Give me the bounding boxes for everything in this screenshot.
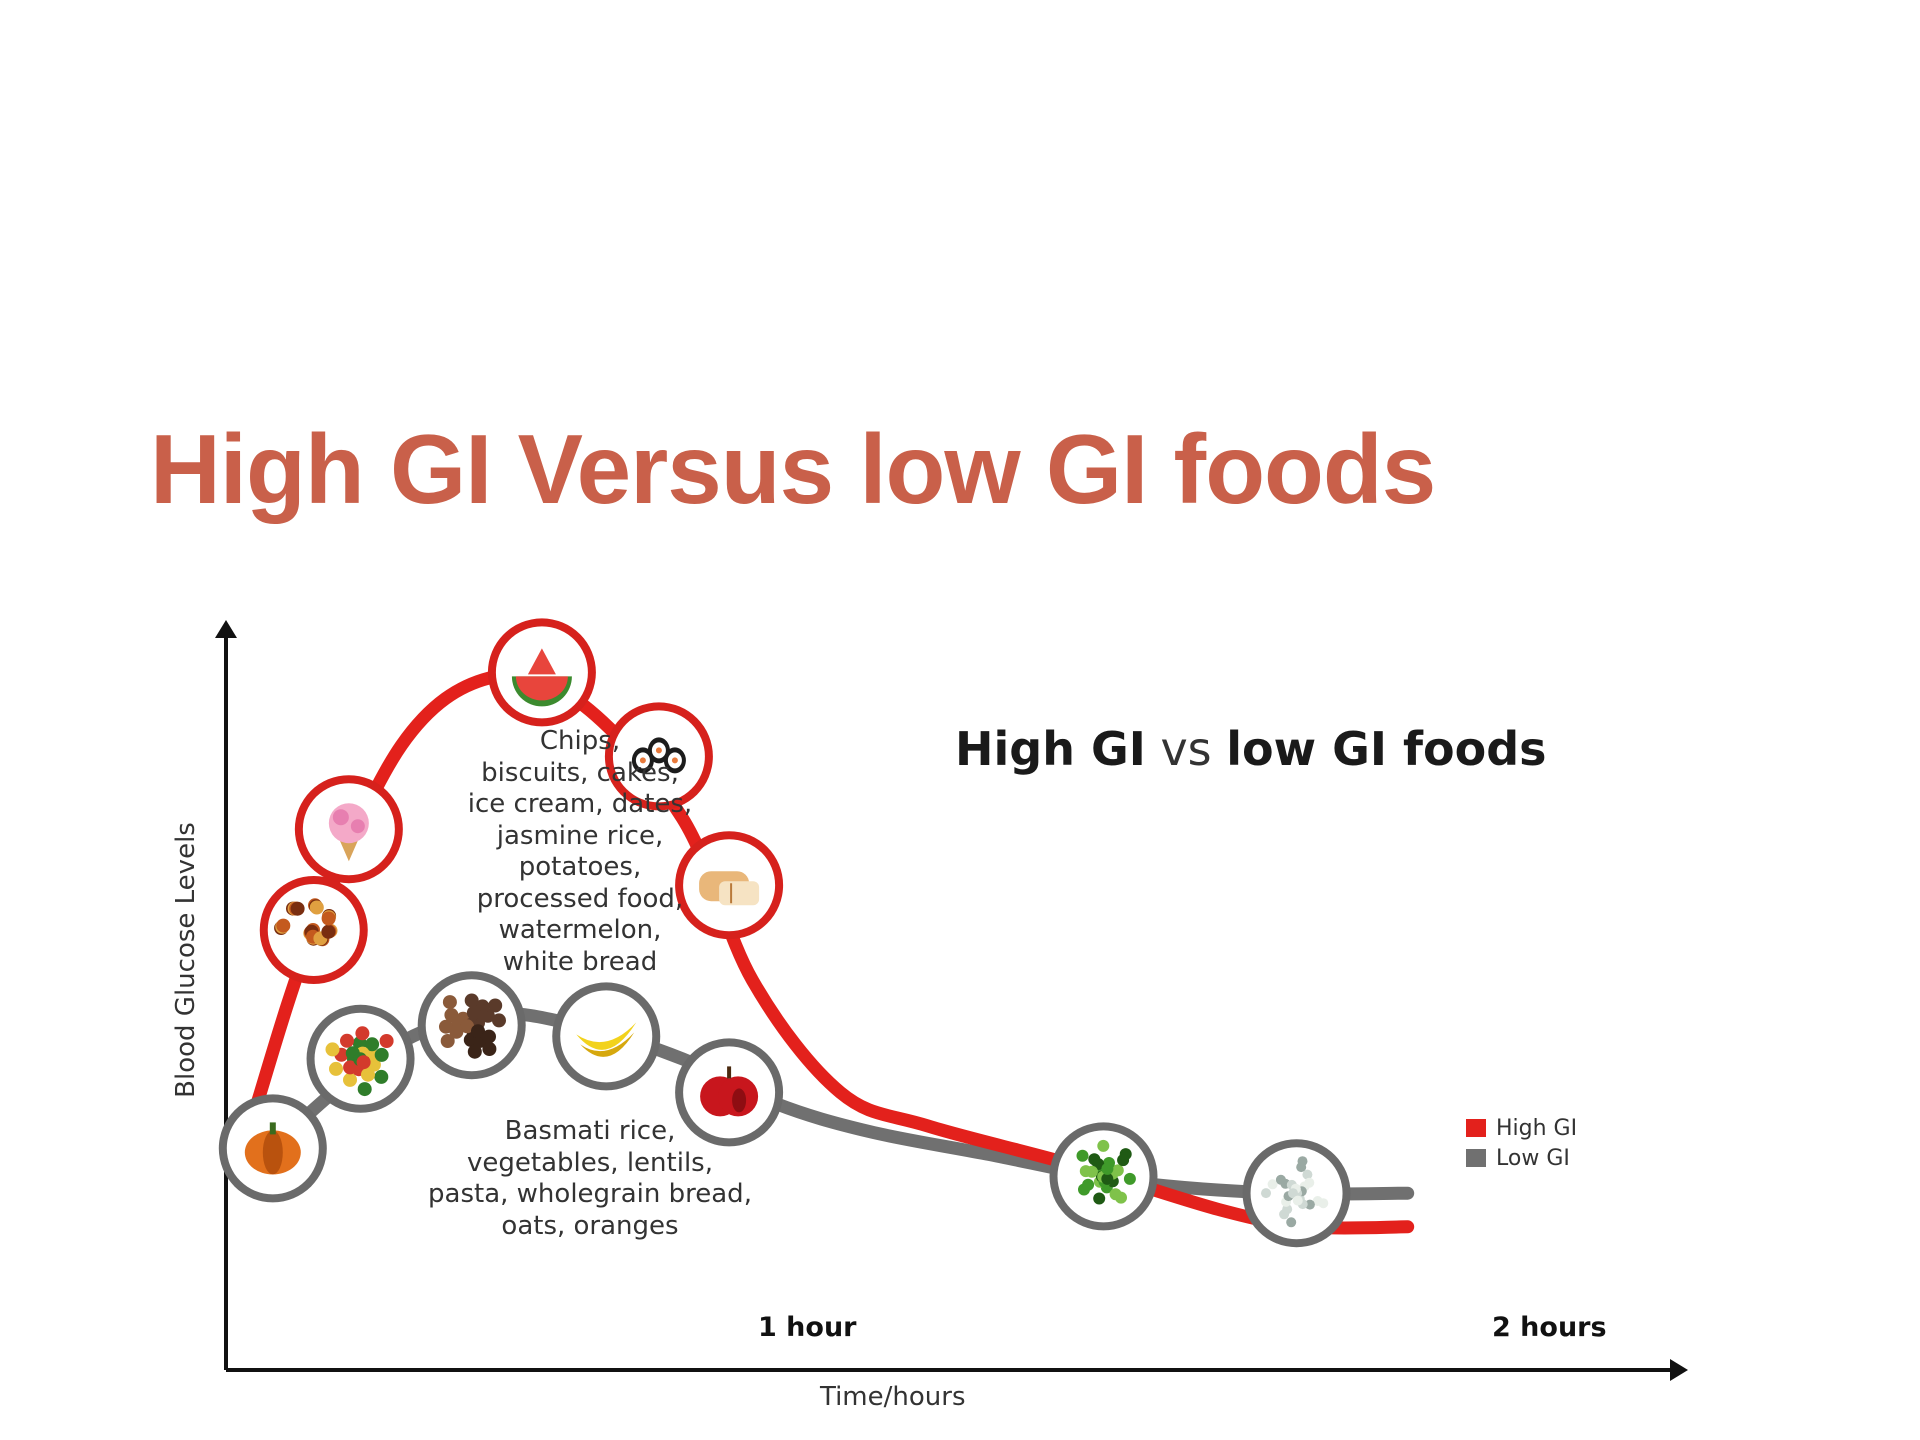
high-gi-caption-line: white bread xyxy=(502,946,658,977)
low-gi-caption-line: pasta, wholegrain bread, xyxy=(428,1179,752,1209)
sushi-icon xyxy=(631,737,686,774)
lentils-icon xyxy=(439,993,506,1059)
low-gi-caption-line: Basmati rice, xyxy=(504,1116,676,1146)
x-axis-label: Time/hours xyxy=(820,1382,966,1412)
low-gi-marker-4 xyxy=(552,982,661,1091)
high-gi-caption-line: watermelon, xyxy=(498,915,662,945)
high-gi-foods-caption: Chips, biscuits, cakes, ice cream, dates, j… xyxy=(420,726,740,978)
x-axis-arrow-icon xyxy=(1670,1359,1688,1381)
legend-item-low-gi: Low GI xyxy=(1466,1143,1577,1173)
low-gi-foods-caption: Basmati rice, vegetables, lentils, pasta, … xyxy=(400,1116,780,1242)
banana-icon xyxy=(576,1022,637,1057)
apple-icon xyxy=(700,1066,759,1117)
oats-icon xyxy=(1261,1156,1329,1228)
chart-axes xyxy=(215,620,1688,1381)
low-gi-caption-line: oats, oranges xyxy=(501,1210,679,1241)
low-gi-caption-line: vegetables, lentils, xyxy=(467,1147,713,1178)
low-gi-marker-5 xyxy=(675,1038,784,1147)
y-axis-arrow-icon xyxy=(215,620,237,638)
high-gi-marker-1 xyxy=(259,876,368,984)
low-gi-marker-3 xyxy=(417,971,526,1080)
vegetables-icon xyxy=(325,1026,394,1097)
legend-item-high-gi: High GI xyxy=(1466,1113,1577,1143)
high-gi-caption-line: biscuits, cakes, xyxy=(481,757,679,788)
low-gi-marker-6 xyxy=(1049,1122,1158,1231)
spiced-food-icon xyxy=(274,898,338,947)
chart-title-vs: vs xyxy=(1145,722,1227,776)
legend-label-high-gi: High GI xyxy=(1496,1115,1578,1141)
peas-icon xyxy=(1076,1139,1136,1205)
chart-markers xyxy=(218,618,1351,1248)
marker-face xyxy=(560,990,653,1083)
chart-title-high: High GI xyxy=(955,722,1146,776)
high-gi-marker-4 xyxy=(604,702,713,811)
legend-label-low-gi: Low GI xyxy=(1496,1145,1570,1171)
x-tick-label-1-hour: 1 hour xyxy=(758,1312,857,1343)
low-gi-marker-7 xyxy=(1242,1139,1351,1248)
high-gi-caption-line: processed food, xyxy=(476,883,684,914)
high-gi-marker-3 xyxy=(487,618,596,727)
ice-cream-icon xyxy=(328,803,369,862)
watermelon-icon xyxy=(511,648,572,707)
high-gi-marker-2 xyxy=(294,775,403,884)
low-gi-marker-1 xyxy=(218,1094,327,1203)
y-axis-label: Blood Glucose Levels xyxy=(171,822,201,1098)
bread-icon xyxy=(699,871,760,906)
slide-title: High GI Versus low GI foods xyxy=(150,414,1436,524)
chart-title-low: low GI foods xyxy=(1226,722,1547,776)
low-gi-marker-2 xyxy=(306,1004,415,1113)
high-gi-caption-line: potatoes, xyxy=(518,852,642,882)
high-gi-marker-5 xyxy=(675,831,784,940)
legend-swatch-low-gi xyxy=(1466,1149,1486,1167)
chart-title: High GI vs low GI foods xyxy=(955,724,1547,775)
high-gi-caption-line: ice cream, dates, xyxy=(467,789,693,819)
chart-legend: High GI Low GI xyxy=(1466,1113,1577,1173)
legend-swatch-high-gi xyxy=(1466,1119,1486,1137)
x-tick-label-2-hours: 2 hours xyxy=(1492,1312,1607,1343)
high-gi-caption-line: Chips, xyxy=(539,726,621,756)
pumpkin-icon xyxy=(244,1122,301,1175)
high-gi-caption-line: jasmine rice, xyxy=(496,820,664,851)
